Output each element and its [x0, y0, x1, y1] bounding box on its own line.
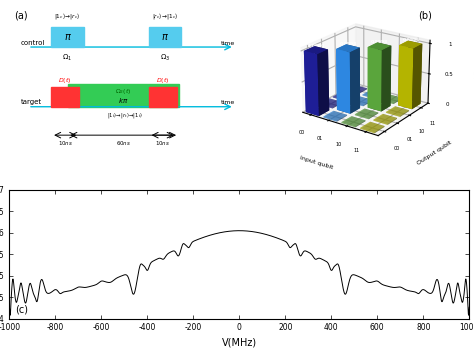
X-axis label: V(MHz): V(MHz)	[222, 338, 257, 348]
Text: control: control	[21, 39, 46, 46]
Text: $|1_c\rangle\!\rightarrow\!|r_c\rangle$: $|1_c\rangle\!\rightarrow\!|r_c\rangle$	[55, 12, 81, 21]
Bar	[51, 27, 84, 47]
Text: $k\pi$: $k\pi$	[118, 96, 128, 105]
Text: $\pi$: $\pi$	[161, 32, 169, 42]
Bar	[149, 27, 181, 47]
Text: time: time	[220, 100, 235, 105]
Text: $|r_c\rangle\!\rightarrow\!|1_c\rangle$: $|r_c\rangle\!\rightarrow\!|1_c\rangle$	[152, 12, 178, 21]
Text: $\pi$: $\pi$	[64, 32, 72, 42]
Text: (a): (a)	[14, 10, 28, 20]
Text: $60ns$: $60ns$	[116, 139, 131, 147]
Y-axis label: Output qubit: Output qubit	[417, 140, 453, 166]
Text: $|1_t\rangle\!\rightarrow\!|r_t\rangle\!\rightarrow\!|1_t\rangle$: $|1_t\rangle\!\rightarrow\!|r_t\rangle\!…	[108, 111, 144, 120]
Text: (c): (c)	[15, 304, 28, 314]
Text: $D(t)$: $D(t)$	[58, 76, 72, 85]
X-axis label: Input qubit: Input qubit	[300, 155, 334, 170]
Text: $D(t)$: $D(t)$	[156, 76, 169, 85]
Text: $10ns$: $10ns$	[155, 139, 170, 147]
Bar	[149, 87, 177, 107]
Text: target: target	[21, 99, 42, 105]
Text: $\Omega_2(t)$: $\Omega_2(t)$	[115, 88, 131, 96]
Text: $\Omega_3$: $\Omega_3$	[160, 53, 170, 63]
Text: $\Omega_1$: $\Omega_1$	[63, 53, 73, 63]
Bar	[51, 87, 79, 107]
Text: $10ns$: $10ns$	[57, 139, 73, 147]
Bar	[67, 84, 179, 107]
Text: time: time	[220, 41, 235, 46]
Text: (b): (b)	[418, 10, 432, 21]
